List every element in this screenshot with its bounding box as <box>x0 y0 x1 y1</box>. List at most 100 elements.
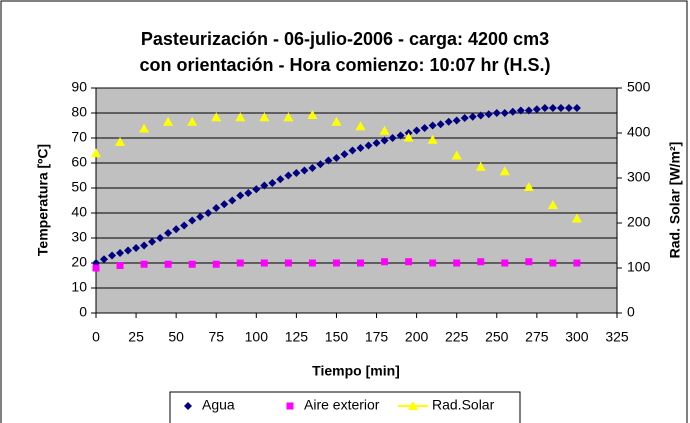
legend-marker <box>184 402 192 410</box>
point <box>92 264 100 272</box>
x-tick-label: 0 <box>92 329 100 345</box>
point <box>525 258 533 266</box>
point <box>212 260 220 268</box>
legend <box>169 391 521 423</box>
point <box>523 182 534 191</box>
point <box>548 104 557 112</box>
point <box>572 104 581 112</box>
x-tick-label: 100 <box>245 329 269 345</box>
legend-label: Aire exterior <box>304 397 380 413</box>
point <box>116 249 125 257</box>
point <box>501 259 509 267</box>
point <box>556 104 565 112</box>
x-tick-label: 275 <box>525 329 549 345</box>
point <box>396 131 405 140</box>
y-tick-label: 10 <box>71 279 87 295</box>
x-tick-label: 50 <box>168 329 184 345</box>
y-tick-label: 40 <box>71 204 87 220</box>
point <box>331 116 342 126</box>
point <box>100 255 109 264</box>
point <box>228 196 237 205</box>
x-tick-label: 75 <box>208 329 224 345</box>
y2-axis-title: Rad. Solar [W/m²] <box>667 142 683 259</box>
point <box>211 112 222 122</box>
y2-tick-label: 100 <box>627 259 651 275</box>
point <box>381 258 389 266</box>
y-tick-label: 30 <box>71 229 87 245</box>
point <box>268 179 277 187</box>
y-tick-label: 70 <box>71 129 87 145</box>
point <box>436 120 445 129</box>
point <box>332 154 341 162</box>
point <box>140 260 148 268</box>
point <box>499 166 510 176</box>
point <box>475 161 486 171</box>
point <box>308 164 317 172</box>
point <box>156 234 165 242</box>
point <box>188 260 196 268</box>
point <box>388 134 397 142</box>
y2-tick-label: 0 <box>627 304 635 320</box>
x-tick-label: 250 <box>485 329 509 345</box>
point <box>573 259 581 267</box>
point <box>412 126 421 135</box>
point <box>235 112 246 122</box>
point <box>140 241 149 250</box>
point <box>453 259 461 267</box>
point <box>284 259 292 267</box>
point <box>260 181 269 190</box>
y-tick-label: 90 <box>71 79 87 95</box>
x-tick-label: 125 <box>285 329 309 345</box>
point <box>364 141 373 150</box>
point <box>379 125 390 135</box>
point <box>524 106 533 115</box>
x-tick-label: 25 <box>128 329 144 345</box>
chart-title: con orientación - Hora comienzo: 10:07 h… <box>139 55 550 75</box>
point <box>236 191 245 200</box>
point <box>324 156 333 165</box>
point <box>332 259 340 267</box>
point <box>307 110 318 119</box>
point <box>428 121 437 130</box>
point <box>357 259 365 267</box>
x-tick-label: 300 <box>565 329 589 345</box>
point <box>139 123 150 133</box>
point <box>236 259 244 267</box>
point <box>284 171 293 180</box>
point <box>172 225 181 234</box>
point <box>196 212 205 221</box>
point <box>403 132 414 142</box>
point <box>547 200 558 209</box>
y-tick-label: 50 <box>71 179 87 195</box>
x-tick-label: 150 <box>325 329 349 345</box>
point <box>187 116 198 126</box>
point <box>212 204 221 212</box>
point <box>508 107 517 116</box>
point <box>405 258 413 266</box>
y-tick-label: 20 <box>71 254 87 270</box>
point <box>316 160 325 169</box>
point <box>427 134 438 144</box>
point <box>429 259 437 267</box>
plot-area <box>95 87 618 314</box>
y2-tick-label: 200 <box>627 214 651 230</box>
point <box>451 150 462 160</box>
point <box>564 104 573 112</box>
point <box>252 185 261 194</box>
point <box>260 259 268 267</box>
point <box>532 105 541 114</box>
point <box>571 213 582 223</box>
point <box>259 112 270 122</box>
y-axis-title: Temperatura [ºC] <box>35 144 51 256</box>
point <box>340 150 349 159</box>
point <box>180 221 189 230</box>
point <box>148 237 157 246</box>
point <box>220 200 229 209</box>
x-tick-label: 325 <box>605 329 629 345</box>
point <box>283 112 294 122</box>
point <box>132 244 141 252</box>
x-tick-label: 175 <box>365 329 389 345</box>
point <box>355 121 366 131</box>
y-tick-label: 80 <box>71 104 87 120</box>
